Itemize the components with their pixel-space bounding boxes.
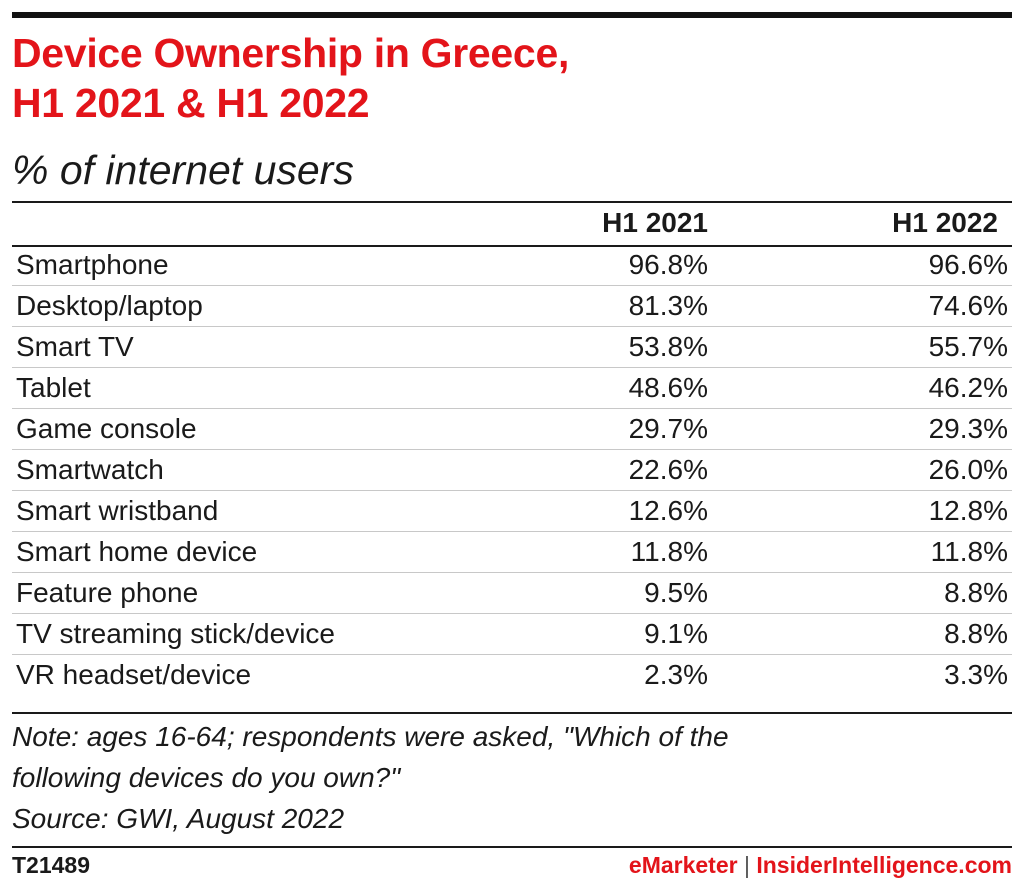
note-line2: following devices do you own?" (12, 762, 401, 793)
table-bottom-rule (12, 712, 1012, 714)
row-label: Desktop/laptop (12, 285, 572, 327)
table-row: Smart TV 53.8% 55.7% (12, 326, 1012, 368)
brand-credit: eMarketer | InsiderIntelligence.com (629, 852, 1012, 879)
brand-emarketer: eMarketer (628, 852, 738, 878)
note-line1: Note: ages 16-64; respondents were asked… (12, 721, 729, 752)
table-row: Smartphone 96.8% 96.6% (12, 245, 1012, 286)
chart-title-line2: H1 2021 & H1 2022 (12, 80, 370, 126)
row-label: Smart home device (12, 531, 572, 573)
value-h1-2021: 53.8% (572, 326, 712, 368)
value-h1-2022: 96.6% (928, 249, 1008, 280)
row-label: Smart wristband (12, 490, 572, 532)
bottom-rule (12, 846, 1012, 848)
chart-title-line1: Device Ownership in Greece, (12, 30, 570, 76)
value-h1-2021: 96.8% (628, 249, 708, 280)
table-row: Tablet 48.6% 46.2% (12, 367, 1012, 409)
brand-separator: | (743, 852, 750, 878)
header-row: H1 2021 H1 2022 (12, 201, 1012, 245)
value-h1-2022: 12.8% (712, 490, 1012, 532)
header-top-rule (12, 201, 1012, 203)
row-label: Smart TV (12, 326, 572, 368)
value-h1-2022: 74.6% (712, 285, 1012, 327)
value-h1-2021: 2.3% (572, 654, 712, 695)
value-h1-2022: 8.8% (712, 613, 1012, 655)
row-label: Feature phone (12, 572, 572, 614)
table-row: Smart home device 11.8% 11.8% (12, 531, 1012, 573)
table-row: Desktop/laptop 81.3% 74.6% (12, 285, 1012, 327)
table-row: Smart wristband 12.6% 12.8% (12, 490, 1012, 532)
table-row: TV streaming stick/device 9.1% 8.8% (12, 613, 1012, 655)
note-block: Note: ages 16-64; respondents were asked… (12, 716, 1012, 839)
value-h1-2021: 48.6% (572, 367, 712, 409)
value-h1-2021: 9.5% (572, 572, 712, 614)
row-label: Game console (12, 408, 572, 450)
value-h1-2022: 29.3% (712, 408, 1012, 450)
header-label (12, 201, 572, 245)
table-row: VR headset/device 2.3% 3.3% (12, 654, 1012, 695)
top-rule (12, 12, 1012, 18)
table-row: Game console 29.7% 29.3% (12, 408, 1012, 450)
header-h1-2022: H1 2022 (892, 207, 998, 238)
value-h1-2021: 22.6% (572, 449, 712, 491)
row-label: VR headset/device (12, 654, 572, 695)
table-row: Smartwatch 22.6% 26.0% (12, 449, 1012, 491)
value-h1-2021: 12.6% (572, 490, 712, 532)
value-h1-2022: 26.0% (712, 449, 1012, 491)
value-h1-2022: 11.8% (712, 531, 1012, 573)
chart-id: T21489 (12, 852, 91, 878)
value-h1-2022: 46.2% (712, 367, 1012, 409)
row-label: TV streaming stick/device (12, 613, 572, 655)
table-body: Smartphone 96.8% 96.6% Desktop/laptop 81.3% 7… (12, 245, 1012, 695)
value-h1-2021: 9.1% (572, 613, 712, 655)
data-table: H1 2021 H1 2022 Smartphone 96.8% 96.6% Desk… (12, 201, 1012, 695)
brand-insider: InsiderIntelligence.com (756, 852, 1012, 878)
header-bottom-rule (12, 245, 1012, 247)
chart-subtitle: % of internet users (12, 147, 354, 193)
value-h1-2021: 29.7% (572, 408, 712, 450)
value-h1-2021: 81.3% (572, 285, 712, 327)
source-line: Source: GWI, August 2022 (12, 803, 345, 834)
value-h1-2022: 3.3% (712, 654, 1012, 695)
value-h1-2022: 8.8% (712, 572, 1012, 614)
row-label: Tablet (12, 367, 572, 409)
table-row: Feature phone 9.5% 8.8% (12, 572, 1012, 614)
header-h1-2021: H1 2021 (602, 207, 708, 238)
row-label: Smartwatch (12, 449, 572, 491)
value-h1-2021: 11.8% (572, 531, 712, 573)
row-label: Smartphone (16, 249, 169, 280)
value-h1-2022: 55.7% (712, 326, 1012, 368)
chart-title: Device Ownership in Greece, H1 2021 & H1… (12, 28, 1012, 128)
